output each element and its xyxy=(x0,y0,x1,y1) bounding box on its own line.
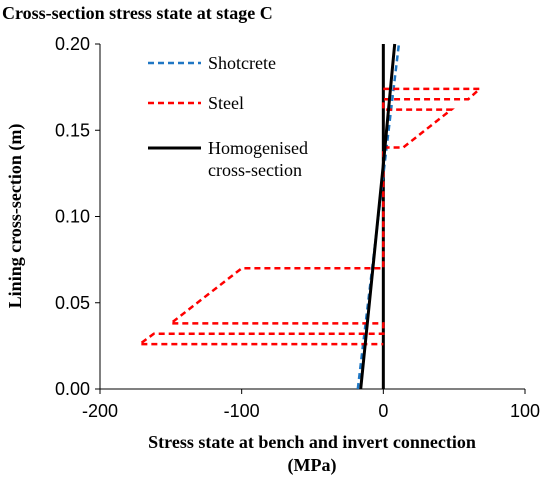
legend-label-shotcrete: Shotcrete xyxy=(208,53,276,73)
legend: Shotcrete Steel Homogenised cross-sectio… xyxy=(148,53,308,180)
x-tick-label: 0 xyxy=(378,401,388,421)
y-tick-label: 0.10 xyxy=(55,207,90,227)
series-homogenised xyxy=(359,43,397,390)
x-tick-label: -200 xyxy=(82,401,118,421)
series-steel xyxy=(135,87,483,346)
legend-label-homogenised-line2: cross-section xyxy=(208,160,302,180)
chart-title: Cross-section stress state at stage C xyxy=(2,3,273,23)
y-tick-label: 0.05 xyxy=(55,293,90,313)
legend-label-steel: Steel xyxy=(208,93,244,113)
series xyxy=(135,43,483,390)
y-tick-label: 0.20 xyxy=(55,34,90,54)
y-tick-label: 0.00 xyxy=(55,379,90,399)
x-axis-title-line2: (MPa) xyxy=(288,455,337,476)
axes xyxy=(99,44,525,390)
x-tick-label: 100 xyxy=(510,401,540,421)
y-tick-label: 0.15 xyxy=(55,120,90,140)
x-tick-label: -100 xyxy=(224,401,260,421)
x-axis-title-line1: Stress state at bench and invert connect… xyxy=(148,432,476,452)
legend-label-homogenised-line1: Homogenised xyxy=(208,138,308,158)
y-axis-title: Lining cross-section (m) xyxy=(5,124,26,309)
ticks: -200 -100 0 100 0.00 0.05 0.10 0.15 0.20 xyxy=(55,34,540,421)
